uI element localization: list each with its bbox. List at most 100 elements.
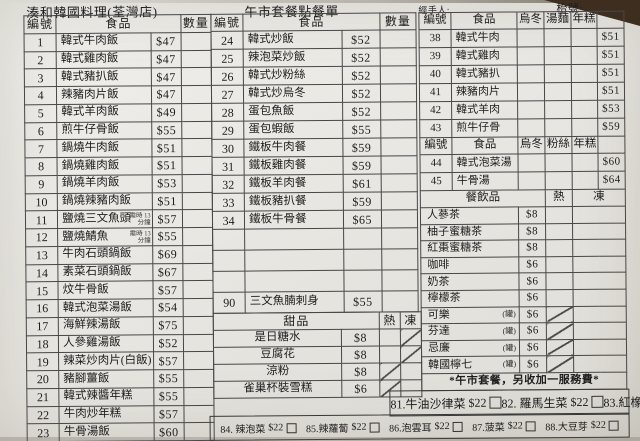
noodle-option-cell-3[interactable] bbox=[571, 118, 598, 137]
noodle-option-cell-3[interactable] bbox=[571, 28, 598, 47]
noodle-option-cell-2[interactable] bbox=[545, 171, 573, 190]
quantity-cell[interactable] bbox=[380, 101, 417, 121]
cold-option-cell[interactable] bbox=[572, 206, 626, 224]
hot-option-cell[interactable] bbox=[546, 289, 574, 307]
quantity-cell[interactable] bbox=[180, 32, 212, 51]
blank-cell[interactable] bbox=[343, 249, 382, 271]
quantity-cell[interactable] bbox=[183, 369, 214, 388]
hot-option-cell[interactable] bbox=[546, 322, 574, 340]
hot-option-cell[interactable] bbox=[379, 328, 401, 347]
quantity-cell[interactable] bbox=[381, 191, 418, 211]
hot-option-cell[interactable] bbox=[546, 306, 574, 323]
side-dish-checkbox[interactable] bbox=[452, 421, 463, 432]
blank-cell[interactable] bbox=[381, 248, 418, 271]
quantity-cell[interactable] bbox=[182, 262, 213, 281]
noodle-option-cell-1[interactable] bbox=[517, 64, 545, 83]
hot-option-cell[interactable] bbox=[546, 339, 574, 357]
blank-cell[interactable] bbox=[245, 270, 344, 293]
cold-option-cell[interactable] bbox=[573, 322, 627, 340]
quantity-cell[interactable] bbox=[182, 191, 213, 210]
hot-option-cell[interactable] bbox=[379, 362, 401, 381]
blank-cell[interactable] bbox=[343, 270, 382, 292]
noodle-option-cell-1[interactable] bbox=[517, 46, 545, 65]
blank-cell[interactable] bbox=[381, 227, 418, 250]
noodle-option-cell-1[interactable] bbox=[518, 171, 546, 190]
noodle-option-cell-3[interactable] bbox=[571, 153, 599, 172]
cold-option-cell[interactable] bbox=[400, 362, 422, 380]
quantity-cell[interactable] bbox=[379, 47, 417, 67]
noodle-option-cell-3[interactable] bbox=[571, 82, 598, 101]
noodle-option-cell-2[interactable] bbox=[544, 64, 572, 83]
blank-cell[interactable] bbox=[343, 228, 382, 250]
blank-cell[interactable] bbox=[244, 249, 344, 272]
quantity-cell[interactable] bbox=[181, 138, 212, 157]
noodle-option-cell-1[interactable] bbox=[517, 118, 545, 137]
noodle-option-cell-2[interactable] bbox=[544, 118, 572, 137]
side-dish-checkbox[interactable] bbox=[608, 420, 619, 431]
blank-cell[interactable] bbox=[212, 250, 246, 272]
cold-option-cell[interactable] bbox=[572, 272, 627, 290]
quantity-cell[interactable] bbox=[380, 83, 417, 103]
hot-option-cell[interactable] bbox=[545, 256, 573, 274]
cold-option-cell[interactable] bbox=[573, 305, 627, 323]
side-dish-checkbox[interactable] bbox=[489, 396, 502, 409]
quantity-cell[interactable] bbox=[180, 49, 212, 68]
noodle-option-cell-2[interactable] bbox=[544, 153, 573, 172]
quantity-cell[interactable] bbox=[181, 120, 212, 139]
noodle-option-cell-3[interactable] bbox=[572, 171, 599, 190]
cold-option-cell[interactable] bbox=[572, 222, 626, 240]
blank-cell[interactable] bbox=[381, 269, 419, 292]
cold-option-cell[interactable] bbox=[572, 255, 626, 273]
hot-option-cell[interactable] bbox=[546, 355, 574, 373]
quantity-cell[interactable] bbox=[182, 298, 214, 317]
noodle-option-cell-2[interactable] bbox=[544, 28, 572, 47]
quantity-cell[interactable] bbox=[181, 85, 212, 104]
noodle-option-cell-1[interactable] bbox=[517, 153, 546, 172]
quantity-cell[interactable] bbox=[182, 245, 213, 264]
cold-option-cell[interactable] bbox=[400, 328, 422, 346]
quantity-cell[interactable] bbox=[183, 333, 214, 352]
side-dish-checkbox[interactable] bbox=[286, 422, 297, 433]
blank-cell[interactable] bbox=[212, 271, 246, 293]
blank-cell[interactable] bbox=[244, 228, 344, 251]
noodle-option-cell-1[interactable] bbox=[517, 82, 545, 101]
hot-option-cell[interactable] bbox=[545, 272, 574, 290]
quantity-cell[interactable] bbox=[181, 67, 212, 86]
quantity-cell[interactable] bbox=[380, 65, 417, 85]
side-dish-checkbox[interactable] bbox=[591, 395, 604, 408]
quantity-cell[interactable] bbox=[380, 119, 417, 139]
side-dish-checkbox[interactable] bbox=[369, 422, 380, 433]
quantity-cell[interactable] bbox=[181, 103, 212, 122]
blank-cell[interactable] bbox=[212, 229, 245, 251]
cold-option-cell[interactable] bbox=[573, 338, 627, 356]
noodle-option-cell-1[interactable] bbox=[517, 100, 545, 119]
noodle-option-cell-3[interactable] bbox=[571, 64, 598, 83]
cold-option-cell[interactable] bbox=[573, 289, 627, 307]
cold-option-cell[interactable] bbox=[400, 345, 422, 363]
quantity-cell[interactable] bbox=[183, 387, 214, 406]
quantity-cell[interactable] bbox=[182, 280, 214, 299]
quantity-cell[interactable] bbox=[182, 209, 213, 228]
quantity-cell[interactable] bbox=[181, 174, 213, 193]
quantity-cell[interactable] bbox=[380, 137, 417, 157]
noodle-option-cell-2[interactable] bbox=[544, 82, 572, 101]
quantity-cell[interactable] bbox=[381, 290, 419, 313]
noodle-option-cell-2[interactable] bbox=[544, 46, 572, 65]
noodle-option-cell-1[interactable] bbox=[517, 28, 545, 47]
noodle-option-cell-3[interactable] bbox=[571, 46, 598, 65]
quantity-cell[interactable] bbox=[181, 156, 213, 175]
hot-option-cell[interactable] bbox=[379, 345, 401, 364]
quantity-cell[interactable] bbox=[182, 227, 213, 246]
noodle-option-cell-3[interactable] bbox=[571, 100, 598, 119]
cold-option-cell[interactable] bbox=[572, 239, 626, 257]
hot-option-cell[interactable] bbox=[545, 206, 573, 224]
quantity-cell[interactable] bbox=[183, 351, 214, 370]
hot-option-cell[interactable] bbox=[545, 239, 573, 257]
quantity-cell[interactable] bbox=[380, 155, 418, 175]
quantity-cell[interactable] bbox=[379, 29, 417, 49]
quantity-cell[interactable] bbox=[380, 173, 418, 193]
cold-option-cell[interactable] bbox=[573, 355, 627, 373]
hot-option-cell[interactable] bbox=[545, 223, 573, 240]
side-dish-checkbox[interactable] bbox=[525, 420, 536, 431]
quantity-cell[interactable] bbox=[381, 209, 418, 229]
